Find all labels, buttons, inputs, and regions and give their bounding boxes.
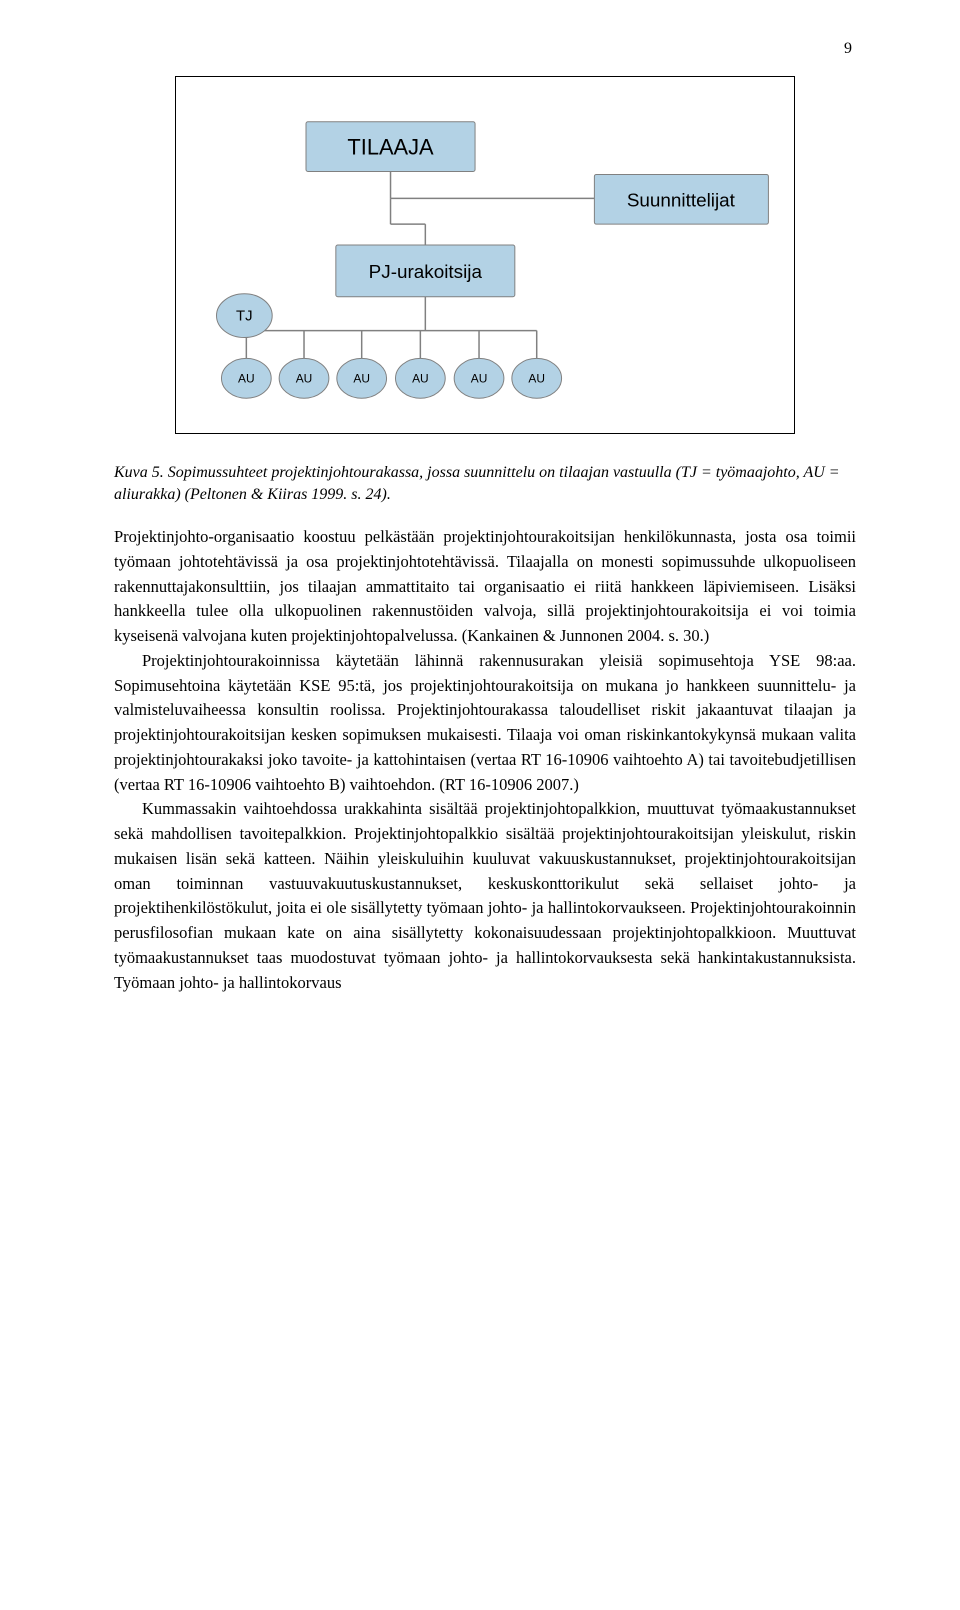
node-suunnittelijat-label: Suunnittelijat bbox=[627, 190, 736, 211]
figure-caption: Kuva 5. Sopimussuhteet projektinjohtoura… bbox=[110, 462, 860, 505]
paragraph-2: Projektinjohtourakoinnissa käytetään läh… bbox=[114, 649, 856, 798]
org-diagram-svg: TILAAJA Suunnittelijat PJ-urakoitsija TJ… bbox=[176, 77, 794, 433]
node-au3-label: AU bbox=[353, 371, 370, 385]
node-au6-label: AU bbox=[528, 371, 545, 385]
node-au2-label: AU bbox=[296, 371, 313, 385]
paragraph-1: Projektinjohto-organisaatio koostuu pelk… bbox=[114, 525, 856, 649]
node-au4-label: AU bbox=[412, 371, 429, 385]
body-text: Projektinjohto-organisaatio koostuu pelk… bbox=[110, 525, 860, 995]
node-au1-label: AU bbox=[238, 371, 255, 385]
node-tilaaja-label: TILAAJA bbox=[347, 134, 434, 159]
paragraph-3: Kummassakin vaihtoehdossa urakkahinta si… bbox=[114, 797, 856, 995]
node-tj-label: TJ bbox=[236, 309, 253, 325]
node-au5-label: AU bbox=[471, 371, 488, 385]
page-number: 9 bbox=[110, 40, 860, 58]
node-pj-label: PJ-urakoitsija bbox=[369, 262, 483, 283]
org-diagram: TILAAJA Suunnittelijat PJ-urakoitsija TJ… bbox=[175, 76, 795, 434]
